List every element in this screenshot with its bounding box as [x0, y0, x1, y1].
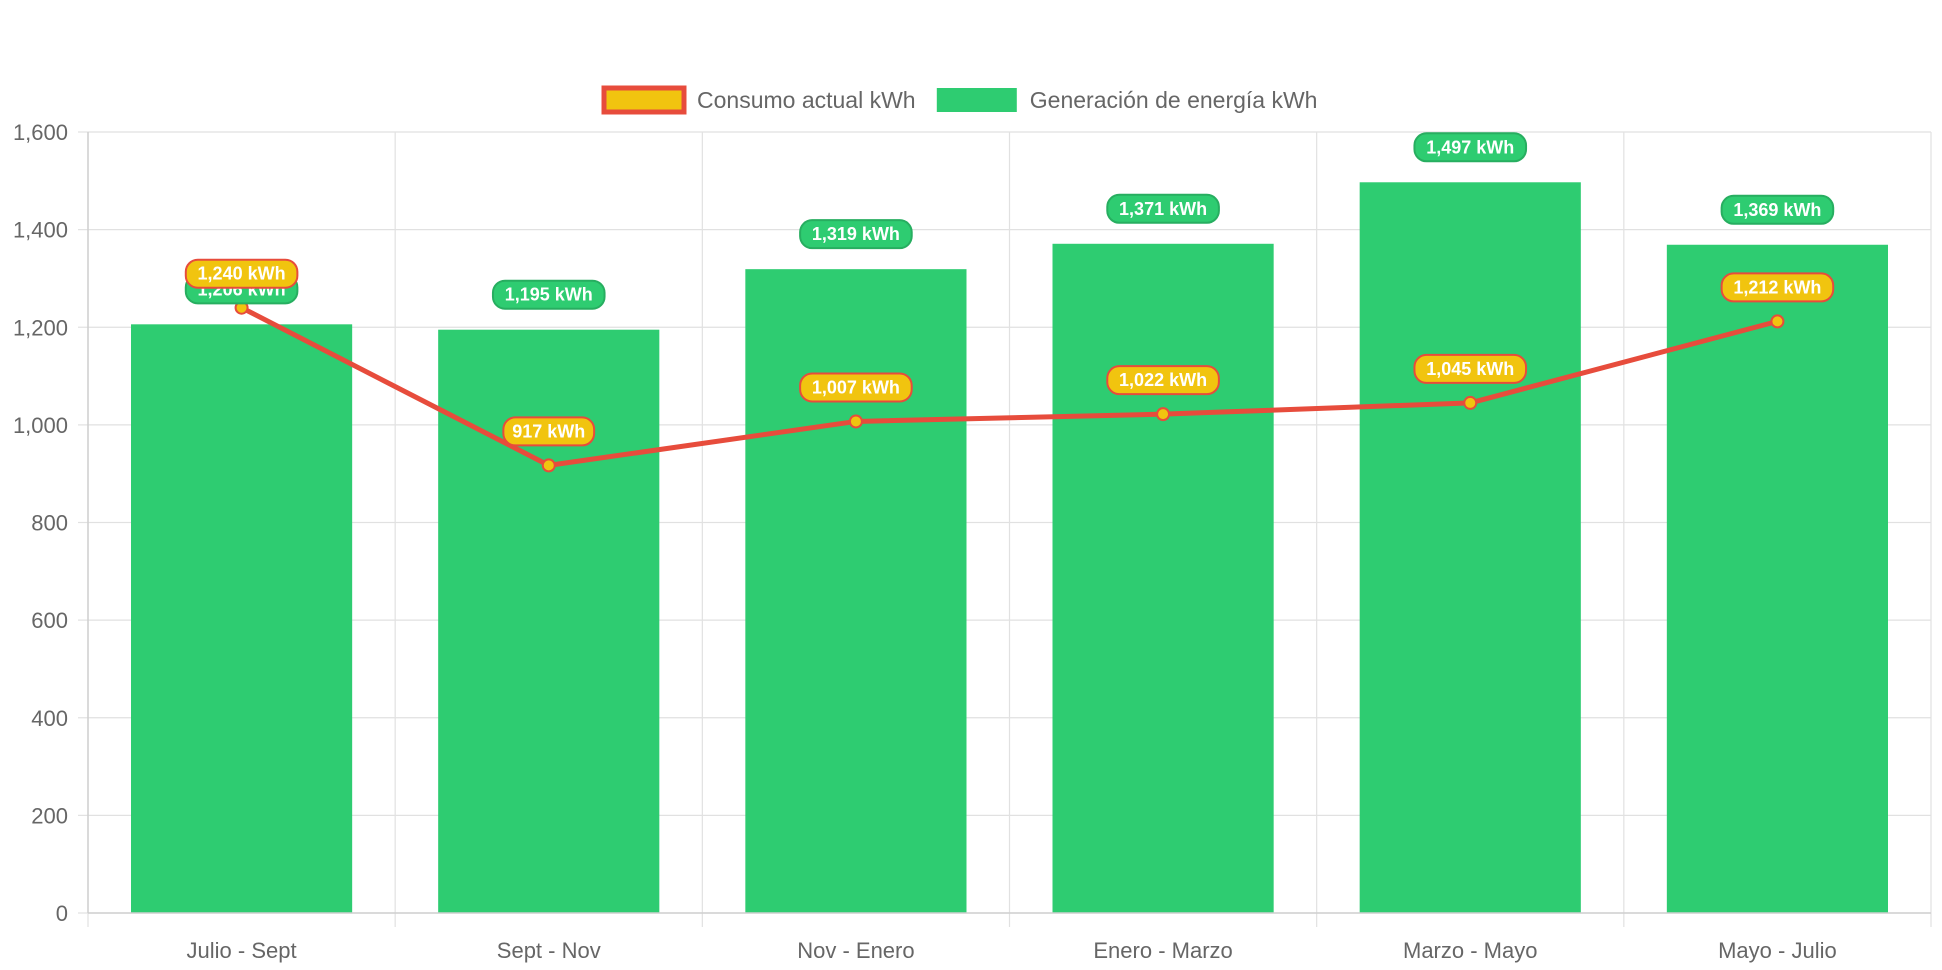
- line-data-label-box: [184, 258, 299, 289]
- line-data-label-box: [1106, 365, 1220, 396]
- line-data-label-text: 1,007 kWh: [812, 377, 900, 397]
- line-data-label: 917 kWh: [502, 416, 596, 447]
- line-data-label: 1,007 kWh: [799, 372, 913, 403]
- line-data-label-text: 917 kWh: [512, 421, 585, 441]
- bars-layer: [131, 182, 1888, 914]
- point-consumo: [1463, 395, 1478, 410]
- bar-data-label-box: [1413, 132, 1528, 163]
- legend-label: Generación de energía kWh: [1030, 87, 1318, 113]
- bar-generacion: [1052, 243, 1274, 913]
- bar-data-label: 1,497 kWh: [1413, 132, 1528, 163]
- bar-data-label: 1,371 kWh: [1106, 193, 1220, 224]
- line-data-label: 1,240 kWh: [184, 258, 299, 289]
- x-tick-label: Julio - Sept: [187, 938, 297, 963]
- bar-data-label-text: 1,369 kWh: [1733, 200, 1821, 220]
- line-data-label: 1,212 kWh: [1720, 272, 1835, 303]
- x-tick-label: Mayo - Julio: [1718, 938, 1837, 963]
- bar-data-label-text: 1,497 kWh: [1426, 137, 1514, 157]
- line-data-label-box: [502, 416, 596, 447]
- legend: Consumo actual kWh Generación de energía …: [601, 85, 1318, 115]
- line-data-label-box: [1720, 272, 1835, 303]
- x-tick-label: Marzo - Mayo: [1403, 938, 1537, 963]
- bar-generacion: [745, 269, 967, 914]
- line-consumo: [240, 305, 1779, 468]
- legend-label: Consumo actual kWh: [697, 87, 916, 113]
- bar-data-label-text: 1,195 kWh: [505, 285, 593, 305]
- bar-generacion: [1666, 244, 1888, 913]
- line-data-label-text: 1,212 kWh: [1733, 277, 1821, 297]
- point-consumo: [848, 414, 863, 429]
- x-tick-label: Enero - Marzo: [1093, 938, 1232, 963]
- legend-item-consumo: Consumo actual kWh: [601, 85, 916, 115]
- legend-swatch: [601, 85, 687, 115]
- line-data-label-text: 1,240 kWh: [198, 264, 286, 284]
- y-tick-label: 1,400: [13, 218, 68, 243]
- x-tick-label: Nov - Enero: [797, 938, 914, 963]
- y-tick-label: 1,200: [13, 315, 68, 340]
- bar-data-label-box: [491, 279, 606, 310]
- axis-layer: 0 200 400 600 800 1,000 1,200 1,400 1,600 Julio -…: [13, 120, 1931, 963]
- y-tick-label: 1,000: [13, 413, 68, 438]
- point-consumo: [1156, 407, 1171, 422]
- grid-layer: [78, 131, 1932, 927]
- line-data-label: 1,022 kWh: [1106, 365, 1220, 396]
- x-tick-label: Sept - Nov: [497, 938, 601, 963]
- bar-data-label-text: 1,319 kWh: [812, 224, 900, 244]
- bar-data-label-box: [799, 219, 913, 250]
- legend-item-generacion: Generación de energía kWh: [936, 87, 1318, 113]
- bar-generacion: [131, 324, 353, 913]
- bar-data-label-box: [1106, 193, 1220, 224]
- y-tick-label: 0: [56, 901, 68, 926]
- bar-data-label: 1,319 kWh: [799, 219, 913, 250]
- point-consumo: [541, 458, 556, 473]
- bar-data-label-box: [1720, 194, 1835, 225]
- bar-generacion: [1359, 182, 1581, 914]
- line-data-label-box: [1413, 353, 1528, 384]
- y-tick-label: 800: [31, 511, 68, 536]
- y-tick-label: 200: [31, 803, 68, 828]
- line-data-label: 1,045 kWh: [1413, 353, 1528, 384]
- y-tick-label: 400: [31, 706, 68, 731]
- line-data-label-text: 1,022 kWh: [1119, 370, 1207, 390]
- y-tick-label: 1,600: [13, 120, 68, 145]
- point-consumo: [1770, 314, 1785, 329]
- bar-data-label-text: 1,371 kWh: [1119, 199, 1207, 219]
- line-data-label-box: [799, 372, 913, 403]
- bar-data-label: 1,195 kWh: [491, 279, 606, 310]
- y-tick-label: 600: [31, 608, 68, 633]
- bar-data-label: 1,369 kWh: [1720, 194, 1835, 225]
- legend-swatch: [936, 88, 1017, 112]
- line-data-label-text: 1,045 kWh: [1426, 359, 1514, 379]
- line-layer: [234, 300, 1785, 473]
